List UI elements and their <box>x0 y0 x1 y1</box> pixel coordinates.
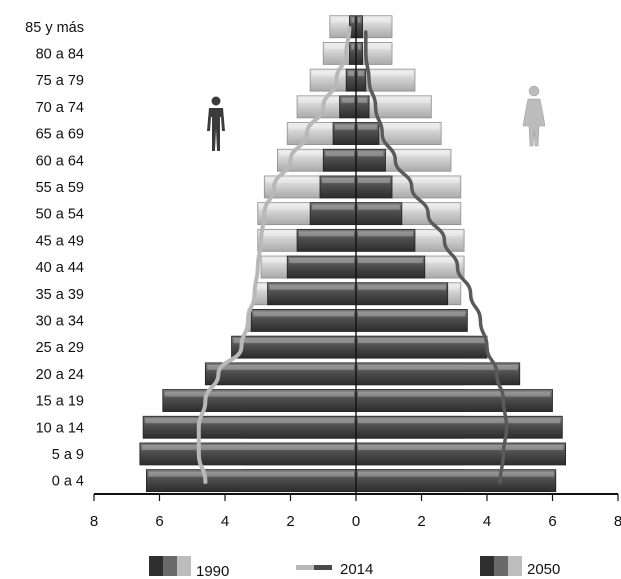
age-label-12: 60 a 64 <box>36 153 84 169</box>
series-2050-bars <box>139 15 567 493</box>
s2050-bar-female-shine-15 <box>358 71 364 77</box>
s2050-bar-male-shine-12 <box>325 151 354 157</box>
s2050-bar-male-shine-14 <box>341 97 354 103</box>
s2014-line-male <box>196 26 352 484</box>
s2050-bar-female-shine-6 <box>358 311 466 317</box>
age-label-16: 80 a 84 <box>36 46 84 62</box>
x-tick-label-7: 6 <box>548 513 556 530</box>
age-group-labels: 0 a 4 5 a 9 10 a 14 15 a 19 20 a 24 25 a 29 30… <box>25 20 84 490</box>
s2050-bar-male-shine-11 <box>321 177 354 183</box>
s2050-bar-female-shine-14 <box>358 97 368 103</box>
age-label-0: 0 a 4 <box>52 474 84 490</box>
s2050-bar-male-shine-17 <box>351 17 354 23</box>
s1990-bar-female-shine-10 <box>358 204 459 210</box>
age-label-7: 35 a 39 <box>36 287 84 303</box>
age-label-3: 15 a 19 <box>36 394 84 410</box>
s1990-bar-female-shine-13 <box>358 124 440 130</box>
s1990-bar-male-shine-15 <box>312 71 354 77</box>
s2050-bar-female-shine-16 <box>358 44 361 50</box>
s2050-bar-male-shine-1 <box>141 444 354 450</box>
s2050-bar-female-shine-3 <box>358 391 551 397</box>
age-label-6: 30 a 34 <box>36 313 84 329</box>
s2050-bar-male-shine-15 <box>348 71 354 77</box>
s1990-bar-male-shine-11 <box>266 177 354 183</box>
s2050-bar-male-shine-5 <box>233 338 354 344</box>
s2050-bar-female-shine-8 <box>358 258 423 264</box>
s2050-bar-female-shine-12 <box>358 151 384 157</box>
s1990-bar-male-shine-12 <box>279 151 354 157</box>
x-tick-label-4: 0 <box>352 513 360 530</box>
age-label-4: 20 a 24 <box>36 367 84 383</box>
legend-label-1990: 1990 <box>196 563 229 579</box>
s2050-bar-male-shine-4 <box>207 364 354 370</box>
age-label-9: 45 a 49 <box>36 233 84 249</box>
age-label-17: 85 y más <box>25 20 84 36</box>
s2050-bar-female-shine-9 <box>358 231 413 237</box>
x-tick-label-3: 2 <box>286 513 294 530</box>
s2050-bar-male-shine-2 <box>145 418 354 424</box>
s1990-bar-male-shine-10 <box>259 204 354 210</box>
series-2014-lines <box>196 26 509 484</box>
s2050-bar-female-shine-2 <box>358 418 561 424</box>
s2050-bar-female-shine-10 <box>358 204 400 210</box>
s1990-bar-female-shine-12 <box>358 151 449 157</box>
legend: 1990 2014 2050 <box>149 556 560 579</box>
s2050-bar-male-shine-8 <box>289 258 354 264</box>
s1990-bar-male-shine-13 <box>289 124 354 130</box>
s1990-bar-female-shine-15 <box>358 71 413 77</box>
age-label-1: 5 a 9 <box>52 447 84 463</box>
age-label-11: 55 a 59 <box>36 180 84 196</box>
s2050-bar-female-shine-7 <box>358 284 446 290</box>
legend-label-2050: 2050 <box>527 561 560 578</box>
x-tick-label-2: 4 <box>221 513 229 530</box>
s2050-bar-male-shine-9 <box>299 231 354 237</box>
x-tick-label-1: 6 <box>155 513 163 530</box>
s1990-bar-male-shine-16 <box>325 44 354 50</box>
s2050-bar-female-shine-13 <box>358 124 377 130</box>
s2050-bar-female-shine-5 <box>358 338 485 344</box>
s1990-bar-male-shine-17 <box>331 17 354 23</box>
x-tick-label-8: 8 <box>614 513 621 530</box>
x-axis-ticks: 8 6 4 2 0 2 4 6 8 <box>90 494 621 530</box>
age-label-8: 40 a 44 <box>36 260 84 276</box>
s2050-bar-male-shine-16 <box>351 44 354 50</box>
s1990-bar-female-shine-16 <box>358 44 391 50</box>
s2050-bar-male-shine-0 <box>148 471 354 477</box>
age-label-13: 65 a 69 <box>36 127 84 143</box>
age-label-10: 50 a 54 <box>36 207 84 223</box>
s2050-bar-male-shine-3 <box>164 391 354 397</box>
s2014-line-female <box>364 30 509 484</box>
legend-item-2050: 2050 <box>480 556 560 578</box>
s2050-bar-male-shine-13 <box>335 124 354 130</box>
age-label-14: 70 a 74 <box>36 100 84 116</box>
male-figure-icon <box>207 96 225 151</box>
legend-item-2014: 2014 <box>296 561 373 578</box>
age-label-15: 75 a 79 <box>36 73 84 89</box>
legend-item-1990: 1990 <box>149 556 229 579</box>
s2050-bar-male-shine-10 <box>312 204 354 210</box>
s2050-bar-female-shine-4 <box>358 364 518 370</box>
x-tick-label-6: 4 <box>483 513 491 530</box>
s2050-bar-male-shine-6 <box>253 311 354 317</box>
s1990-bar-female-shine-14 <box>358 97 430 103</box>
s2050-bar-female-shine-1 <box>358 444 564 450</box>
age-label-5: 25 a 29 <box>36 340 84 356</box>
x-tick-label-0: 8 <box>90 513 98 530</box>
x-tick-label-5: 2 <box>417 513 425 530</box>
s2050-bar-female-shine-17 <box>358 17 361 23</box>
s2050-bar-female-shine-0 <box>358 471 554 477</box>
legend-label-2014: 2014 <box>340 561 373 578</box>
s1990-bar-female-shine-17 <box>358 17 391 23</box>
age-label-2: 10 a 14 <box>36 420 84 436</box>
s2050-bar-male-shine-7 <box>269 284 354 290</box>
female-figure-icon <box>522 85 546 147</box>
s2050-bar-female-shine-11 <box>358 177 391 183</box>
